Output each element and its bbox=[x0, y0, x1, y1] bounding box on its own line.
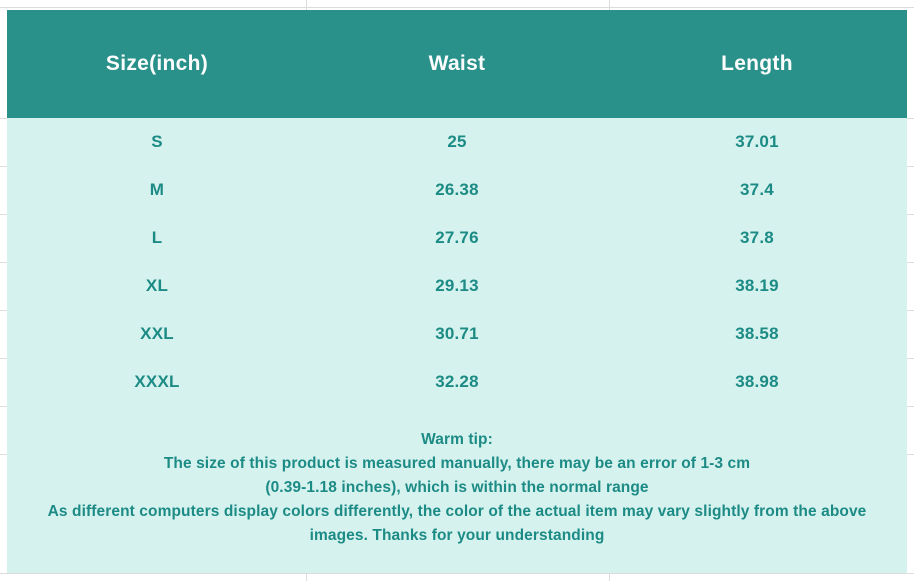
warm-tip-line-2: (0.39-1.18 inches), which is within the … bbox=[265, 479, 649, 496]
length-value: 37.8 bbox=[740, 228, 774, 247]
warm-tip-line-3: As different computers display colors di… bbox=[47, 503, 867, 520]
table-body: S 25 37.01 M 26.38 37.4 L 27.76 37.8 XL … bbox=[7, 118, 907, 406]
size-label: XXXL bbox=[134, 372, 180, 391]
table-row-xxl: XXL 30.71 38.58 bbox=[7, 310, 907, 358]
length-value: 38.58 bbox=[735, 324, 779, 343]
length-value: 38.98 bbox=[735, 372, 779, 391]
warm-tip-line-1: The size of this product is measured man… bbox=[163, 455, 751, 472]
header-size-inch: Size(inch) bbox=[105, 52, 209, 75]
waist-value: 32.28 bbox=[435, 372, 479, 391]
size-label: M bbox=[149, 180, 165, 199]
warm-tip: Warm tip: The size of this product is me… bbox=[7, 406, 907, 548]
size-label: L bbox=[151, 228, 163, 247]
waist-value: 29.13 bbox=[435, 276, 479, 295]
size-chart-table: Size(inch) Waist Length S 25 37.01 M 26.… bbox=[7, 10, 907, 573]
table-row-s: S 25 37.01 bbox=[7, 118, 907, 166]
header-waist: Waist bbox=[428, 52, 486, 75]
size-label: S bbox=[151, 132, 163, 151]
length-value: 37.01 bbox=[735, 132, 779, 151]
length-value: 37.4 bbox=[740, 180, 774, 199]
gridline-horizontal bbox=[0, 7, 914, 8]
table-header-row: Size(inch) Waist Length bbox=[7, 10, 907, 118]
length-value: 38.19 bbox=[735, 276, 779, 295]
header-length: Length bbox=[721, 52, 793, 75]
waist-value: 27.76 bbox=[435, 228, 479, 247]
table-row-xxxl: XXXL 32.28 38.98 bbox=[7, 358, 907, 406]
table-row-m: M 26.38 37.4 bbox=[7, 166, 907, 214]
warm-tip-title: Warm tip: bbox=[421, 431, 493, 448]
table-row-xl: XL 29.13 38.19 bbox=[7, 262, 907, 310]
gridline-horizontal bbox=[0, 573, 914, 574]
warm-tip-line-4: images. Thanks for your understanding bbox=[309, 527, 605, 544]
waist-value: 25 bbox=[447, 132, 467, 151]
table-row-l: L 27.76 37.8 bbox=[7, 214, 907, 262]
waist-value: 30.71 bbox=[435, 324, 479, 343]
waist-value: 26.38 bbox=[435, 180, 479, 199]
size-label: XL bbox=[145, 276, 169, 295]
size-label: XXL bbox=[140, 324, 174, 343]
